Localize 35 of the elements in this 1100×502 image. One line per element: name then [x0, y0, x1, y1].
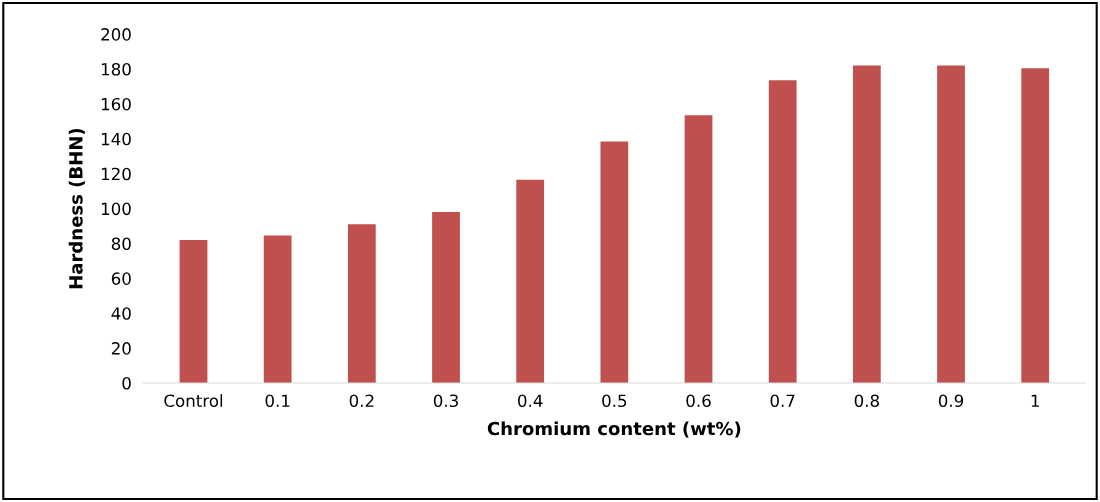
bar: [263, 235, 292, 384]
y-tick-label: 80: [111, 237, 131, 251]
y-tick-label: 0: [122, 376, 131, 390]
x-tick-label: 0.1: [265, 394, 290, 408]
y-tick-label: 20: [111, 342, 131, 355]
bar: [768, 80, 797, 384]
y-tick-label: 160: [101, 97, 131, 111]
bar: [600, 141, 629, 384]
y-tick-label: 200: [101, 28, 131, 41]
x-tick-label: 0.7: [770, 394, 795, 408]
y-tick-label: 60: [111, 272, 131, 285]
y-tick-label: 40: [111, 307, 131, 320]
bar: [852, 65, 881, 384]
y-tick-label: 100: [101, 202, 131, 216]
x-tick-label: Control: [164, 394, 223, 408]
x-tick-label: 0.8: [854, 394, 879, 408]
bar: [516, 179, 545, 384]
bar: [432, 212, 460, 384]
x-tick-label: 0.2: [349, 394, 374, 408]
y-tick-label: 120: [101, 167, 131, 181]
x-tick-label: 0.9: [938, 394, 964, 408]
x-tick-label: 0.5: [602, 394, 627, 408]
bar: [684, 115, 713, 384]
bar: [1021, 68, 1050, 384]
y-axis-title: Hardness (BHN): [68, 128, 85, 289]
x-tick-label: 0.6: [686, 394, 711, 408]
bar: [179, 239, 208, 384]
bar: [937, 65, 965, 384]
y-tick-label: 180: [101, 62, 131, 76]
bar: [347, 224, 376, 384]
x-tick-label: 0.3: [433, 394, 458, 408]
x-axis-title: Chromium content (wt%): [487, 421, 741, 438]
x-tick-label: 0.4: [518, 394, 543, 408]
y-tick-label: 140: [101, 132, 131, 146]
x-tick-label: 1: [1031, 394, 1039, 407]
